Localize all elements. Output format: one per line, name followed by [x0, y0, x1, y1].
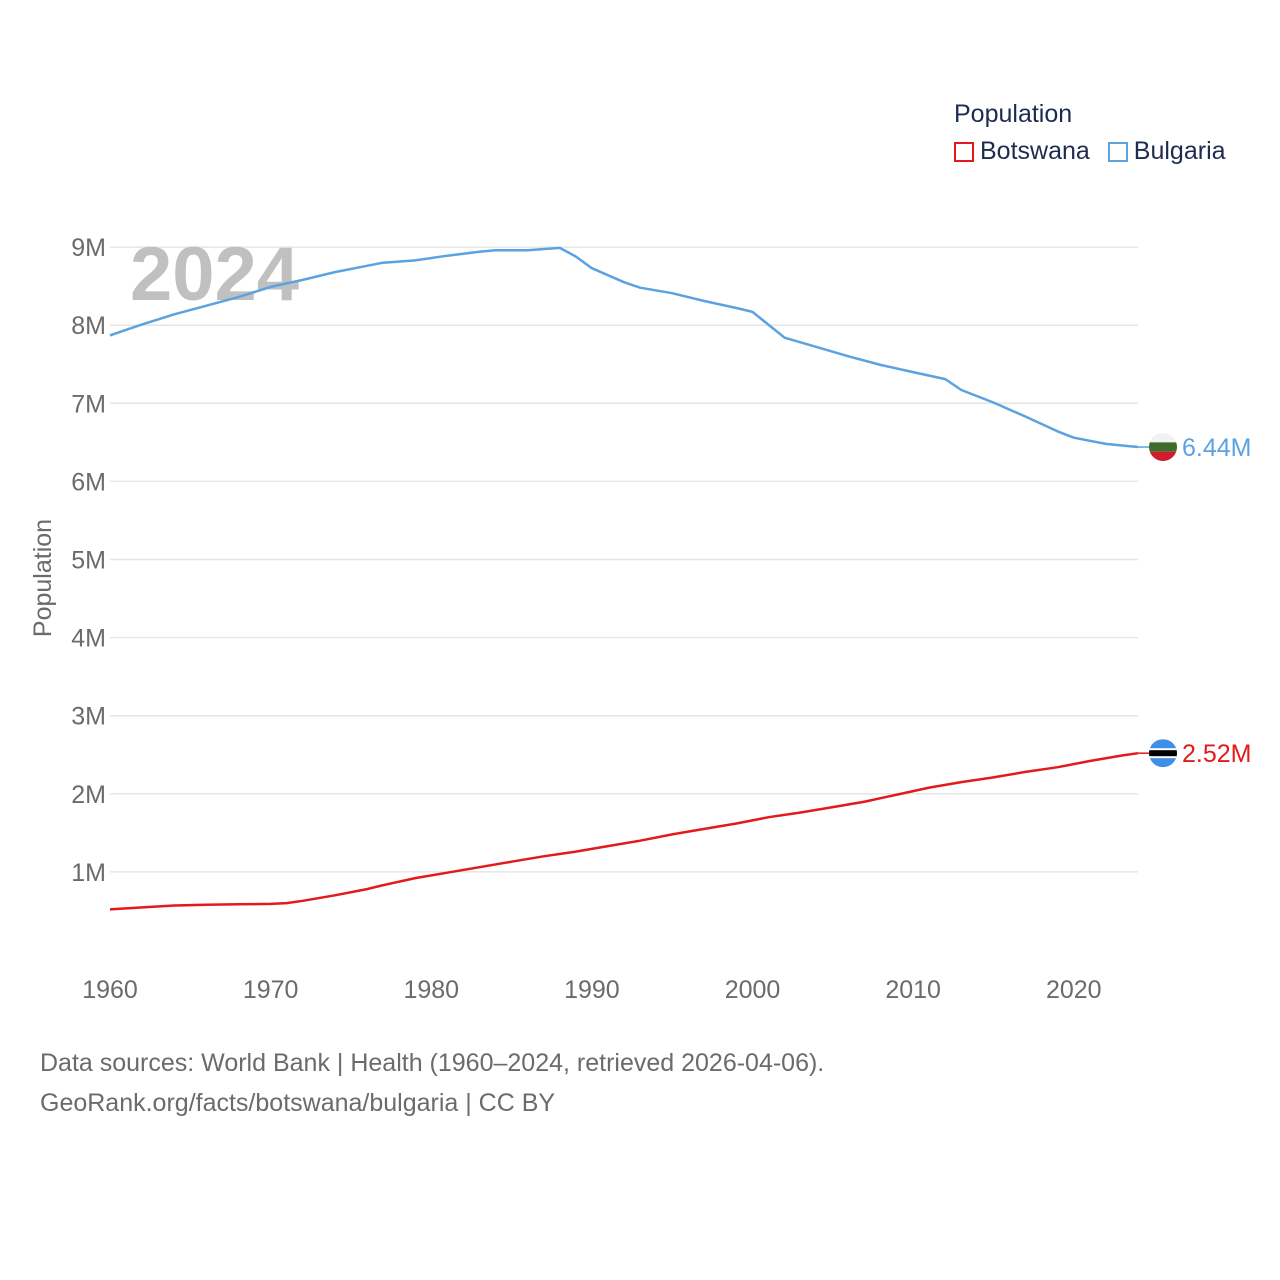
footer: Data sources: World Bank | Health (1960–…: [40, 1043, 824, 1123]
series-line-bulgaria[interactable]: [109, 246, 1139, 449]
x-tick-label: 2020: [1046, 976, 1102, 1004]
y-tick-label: 7M: [71, 390, 106, 418]
y-tick-label: 6M: [71, 468, 106, 496]
x-tick-label: 1990: [564, 976, 620, 1004]
y-tick-label: 9M: [71, 234, 106, 262]
legend-title: Population: [954, 100, 1073, 128]
legend-swatch-bulgaria: [1107, 141, 1128, 162]
legend-item-bulgaria[interactable]: Bulgaria: [1107, 137, 1226, 166]
footer-sources: Data sources: World Bank | Health (1960–…: [40, 1049, 825, 1077]
series-line-botswana[interactable]: [109, 751, 1139, 911]
x-tick-label: 1960: [82, 976, 138, 1004]
y-tick-label: 1M: [71, 859, 106, 887]
botswana-flag-icon: [1149, 739, 1177, 768]
x-tick-label: 1980: [403, 976, 459, 1004]
y-tick-label: 2M: [71, 781, 106, 809]
legend-swatch-botswana: [954, 141, 974, 162]
legend: Population Botswana Bulgaria: [954, 100, 1226, 166]
y-axis-title: Population: [29, 519, 57, 637]
bulgaria-flag-icon: [1149, 433, 1177, 462]
x-tick-label: 2000: [725, 976, 781, 1004]
legend-item-botswana[interactable]: Botswana: [954, 137, 1090, 166]
y-tick-label: 5M: [71, 547, 106, 575]
end-value-label-bulgaria: 6.44M: [1182, 434, 1251, 462]
legend-label-bulgaria: Bulgaria: [1133, 137, 1226, 165]
x-tick-label: 1970: [243, 976, 299, 1004]
y-tick-label: 8M: [71, 312, 106, 340]
y-tick-label: 4M: [71, 625, 106, 653]
x-tick-label: 2010: [885, 976, 941, 1004]
end-value-label-botswana: 2.52M: [1182, 740, 1251, 768]
legend-label-botswana: Botswana: [980, 137, 1090, 165]
footer-link[interactable]: GeoRank.org/facts/botswana/bulgaria | CC…: [40, 1089, 556, 1117]
y-tick-label: 3M: [71, 703, 106, 731]
